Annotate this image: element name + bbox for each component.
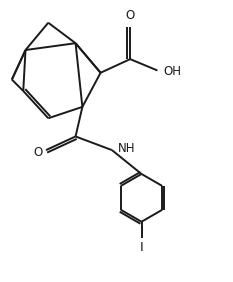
Text: O: O (33, 146, 43, 159)
Text: O: O (126, 8, 135, 22)
Text: I: I (140, 241, 143, 254)
Text: OH: OH (163, 65, 181, 78)
Text: NH: NH (118, 142, 135, 155)
